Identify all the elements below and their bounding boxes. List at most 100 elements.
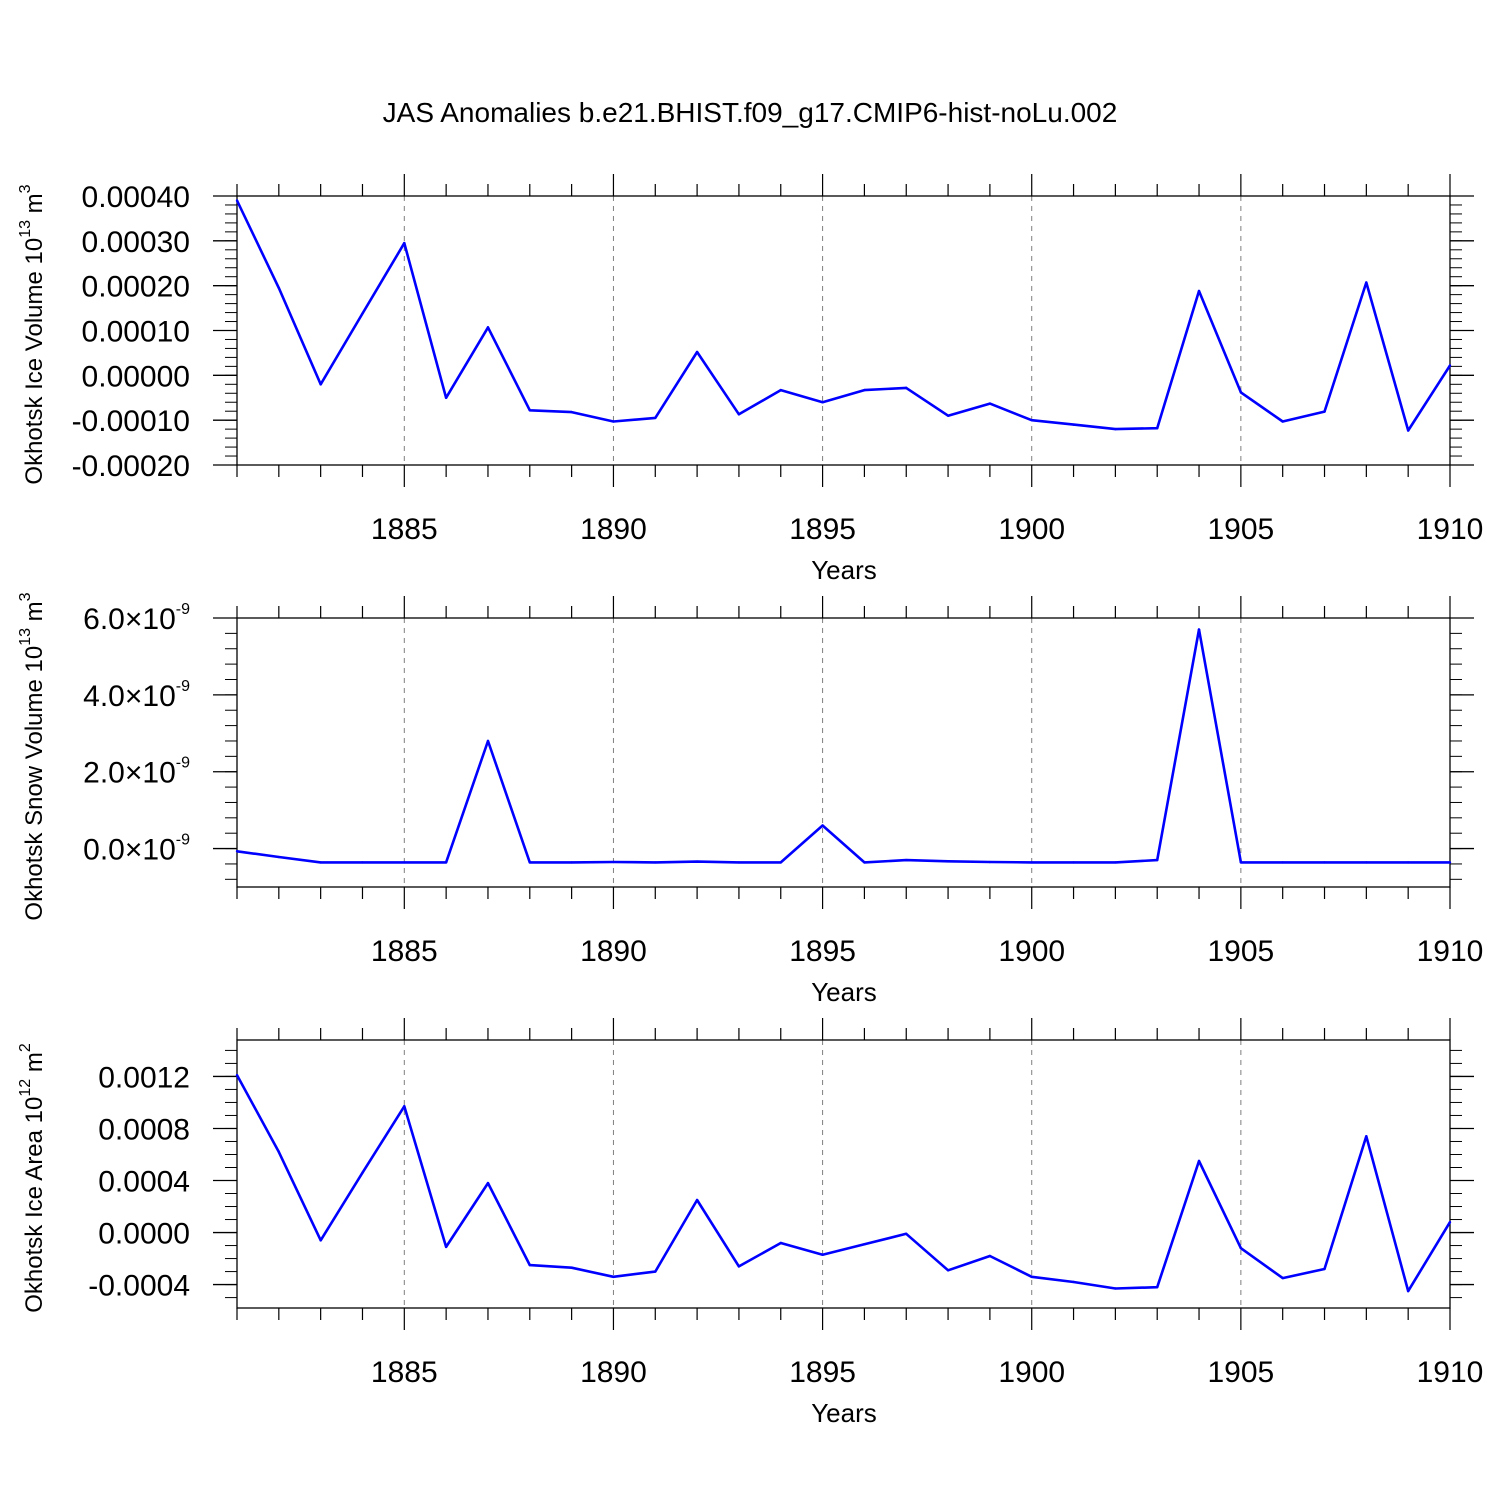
data-point bbox=[905, 1232, 908, 1236]
data-point bbox=[1323, 1267, 1326, 1271]
ice-area-panel: 1885 1890 1895 1900 1905 1910 Years 0.0012 0.000… bbox=[17, 1018, 1483, 1428]
data-point bbox=[486, 326, 490, 329]
y-tick-mantissa: 2.0 bbox=[83, 757, 125, 790]
data-point bbox=[863, 1243, 866, 1246]
data-point bbox=[779, 861, 782, 864]
y-tick-label: 0.00040 bbox=[82, 181, 190, 214]
data-point bbox=[1323, 861, 1326, 864]
data-point bbox=[1197, 628, 1201, 631]
y-tick-mantissa: 6.0 bbox=[83, 603, 125, 636]
y-tick-label: 0.00020 bbox=[82, 271, 190, 304]
data-point bbox=[1197, 289, 1201, 293]
y-axis-label-text: Okhotsk Snow Volume 10 bbox=[21, 646, 48, 921]
y-tick-exponent: -9 bbox=[176, 755, 190, 772]
chart-title: JAS Anomalies b.e21.BHIST.f09_g17.CMIP6-… bbox=[383, 97, 1118, 128]
data-point bbox=[1239, 861, 1243, 864]
data-point bbox=[863, 388, 866, 392]
x-tick-label: 1890 bbox=[580, 1356, 647, 1389]
data-point bbox=[319, 383, 322, 386]
series-line bbox=[235, 1074, 1452, 1293]
plot-frame bbox=[236, 1039, 1451, 1309]
x-tick-label: 1885 bbox=[371, 935, 438, 968]
panels: 1885 1890 1895 1900 1905 1910Years0.000400.00… bbox=[17, 174, 1483, 1428]
data-point bbox=[1448, 364, 1452, 367]
data-point bbox=[528, 1263, 531, 1267]
x-axis-label: Years bbox=[811, 555, 877, 585]
data-point bbox=[528, 861, 531, 864]
data-point bbox=[695, 350, 699, 354]
data-point bbox=[361, 861, 364, 864]
data-point bbox=[319, 1239, 322, 1242]
data-point bbox=[1365, 281, 1368, 284]
data-point bbox=[486, 1181, 490, 1185]
data-point bbox=[1323, 410, 1326, 413]
y-tick-label: 0.00030 bbox=[82, 226, 190, 259]
data-point bbox=[988, 1254, 992, 1258]
data-point bbox=[1406, 1289, 1410, 1293]
y-tick-times: ×10 bbox=[125, 603, 176, 636]
data-point bbox=[570, 861, 573, 864]
data-point bbox=[277, 1150, 281, 1154]
data-point bbox=[946, 414, 950, 417]
x-tick-label: 1900 bbox=[998, 513, 1065, 546]
data-point bbox=[821, 401, 824, 404]
data-point bbox=[1281, 1276, 1284, 1280]
y-tick-label: -0.0004 bbox=[88, 1270, 190, 1303]
x-tick-label: 1895 bbox=[789, 513, 856, 546]
y-tick-label: -0.00020 bbox=[72, 450, 190, 483]
y-tick-label: 0.0×10-9 bbox=[83, 832, 190, 867]
snow-volume-panel: 1885 1890 1895 1900 1905 1910Years6.0×10-94.0… bbox=[17, 592, 1483, 1007]
y-tick-exponent: -9 bbox=[176, 601, 190, 618]
data-point bbox=[779, 1241, 782, 1245]
data-point bbox=[695, 1198, 699, 1202]
y-tick-label: 0.00010 bbox=[82, 316, 190, 349]
y-tick-label: -0.00010 bbox=[72, 405, 190, 438]
data-point bbox=[486, 739, 490, 743]
data-point bbox=[863, 861, 866, 864]
data-point bbox=[570, 410, 573, 414]
y-tick-label: 0.0008 bbox=[98, 1113, 190, 1146]
data-point bbox=[403, 1105, 406, 1108]
data-point bbox=[1448, 861, 1452, 864]
data-point bbox=[277, 286, 281, 290]
data-point bbox=[1030, 861, 1033, 864]
data-point bbox=[1156, 427, 1159, 430]
x-tick-label: 1890 bbox=[580, 935, 647, 968]
data-point bbox=[779, 388, 782, 392]
y-tick-label: 0.0004 bbox=[98, 1166, 190, 1199]
y-axis-label: Okhotsk Ice Area 1012 m2 bbox=[17, 1043, 48, 1313]
y-tick-label: 0.0000 bbox=[98, 1218, 190, 1251]
y-tick-exponent: -9 bbox=[176, 832, 190, 849]
data-point bbox=[361, 312, 364, 315]
y-axis-label-text: Okhotsk Ice Volume 10 bbox=[21, 238, 48, 485]
data-point bbox=[612, 860, 615, 864]
data-point bbox=[612, 1275, 615, 1278]
plot-frame bbox=[236, 195, 1451, 466]
data-point bbox=[1030, 418, 1033, 422]
y-axis-label-exponent: 13 bbox=[17, 220, 34, 238]
x-tick-label: 1905 bbox=[1207, 1356, 1274, 1389]
data-point bbox=[319, 861, 322, 864]
y-axis-label-unit-exponent: 2 bbox=[17, 1043, 34, 1052]
data-point bbox=[235, 850, 239, 853]
data-point bbox=[1406, 861, 1410, 864]
data-point bbox=[1197, 1159, 1201, 1163]
data-point bbox=[1406, 429, 1410, 432]
plot-frame bbox=[236, 617, 1451, 888]
data-point bbox=[403, 861, 406, 864]
data-point bbox=[946, 1269, 950, 1272]
y-tick-label: 0.0012 bbox=[98, 1061, 190, 1094]
data-point bbox=[1365, 1135, 1368, 1138]
data-point bbox=[444, 1245, 448, 1249]
y-axis-label-unit: m bbox=[21, 601, 48, 628]
x-tick-label: 1885 bbox=[371, 513, 438, 546]
data-point bbox=[905, 858, 908, 862]
data-point bbox=[1114, 861, 1117, 864]
y-tick-label: 0.00000 bbox=[82, 360, 190, 393]
x-tick-label: 1895 bbox=[789, 1356, 856, 1389]
y-axis-label-unit-exponent: 3 bbox=[17, 184, 34, 193]
y-axis-label: Okhotsk Snow Volume 1013 m3 bbox=[17, 592, 48, 920]
data-point bbox=[988, 860, 992, 864]
x-axis-label: Years bbox=[811, 977, 877, 1007]
data-point bbox=[403, 241, 406, 245]
